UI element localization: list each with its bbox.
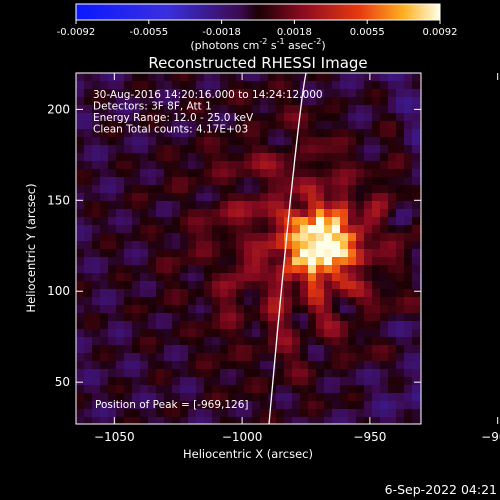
colorbar-gradient — [75, 3, 441, 21]
x-axis-label: Heliocentric X (arcsec) — [183, 447, 313, 461]
peak-position-label: Position of Peak = [-969,126] — [95, 399, 249, 411]
info-line: Detectors: 3F 8F, Att 1 — [93, 101, 212, 113]
colorbar-ticks: -0.0092 -0.0055 -0.0018 0.0018 0.0055 0.0092 — [57, 20, 458, 38]
colorbar-tick-label: -0.0055 — [129, 27, 168, 38]
x-tick-label: −1000 — [222, 430, 263, 444]
timestamp: 6-Sep-2022 04:21 — [385, 482, 497, 497]
solar-limb-line — [268, 73, 307, 424]
y-tick-label: 150 — [47, 193, 70, 207]
info-line: Energy Range: 12.0 - 25.0 keV — [93, 112, 254, 124]
x-tick-label: −900 — [481, 430, 500, 444]
info-line: Clean Total counts: 4.17E+03 — [93, 124, 248, 136]
x-axis-ticks: −1050 −1000 −950 −900 — [94, 73, 500, 444]
observation-info: 30-Aug-2016 14:20:16.000 to 14:24:12.000… — [93, 89, 323, 136]
info-line: 30-Aug-2016 14:20:16.000 to 14:24:12.000 — [93, 89, 323, 101]
x-tick-label: −1050 — [94, 430, 135, 444]
colorbar-units: (photons cm-2 s-1 asec-2) — [190, 37, 325, 52]
y-tick-label: 100 — [47, 284, 70, 298]
colorbar-tick-label: -0.0092 — [57, 27, 96, 38]
heatmap-image — [76, 73, 421, 424]
chart-title: Reconstructed RHESSI Image — [148, 54, 367, 72]
y-tick-label: 50 — [55, 375, 70, 389]
y-tick-label: 200 — [47, 102, 70, 116]
colorbar-tick-label: 0.0092 — [423, 27, 458, 38]
colorbar: -0.0092 -0.0055 -0.0018 0.0018 0.0055 0.0092 … — [57, 3, 458, 52]
y-axis-ticks: 50 100 150 200 — [47, 102, 421, 389]
colorbar-tick-label: -0.0018 — [202, 27, 241, 38]
colorbar-tick-label: 0.0055 — [350, 27, 385, 38]
colorbar-tick-label: 0.0018 — [277, 27, 312, 38]
plot-frame — [75, 72, 422, 425]
y-axis-label: Heliocentric Y (arcsec) — [24, 183, 38, 312]
x-tick-label: −950 — [353, 430, 386, 444]
